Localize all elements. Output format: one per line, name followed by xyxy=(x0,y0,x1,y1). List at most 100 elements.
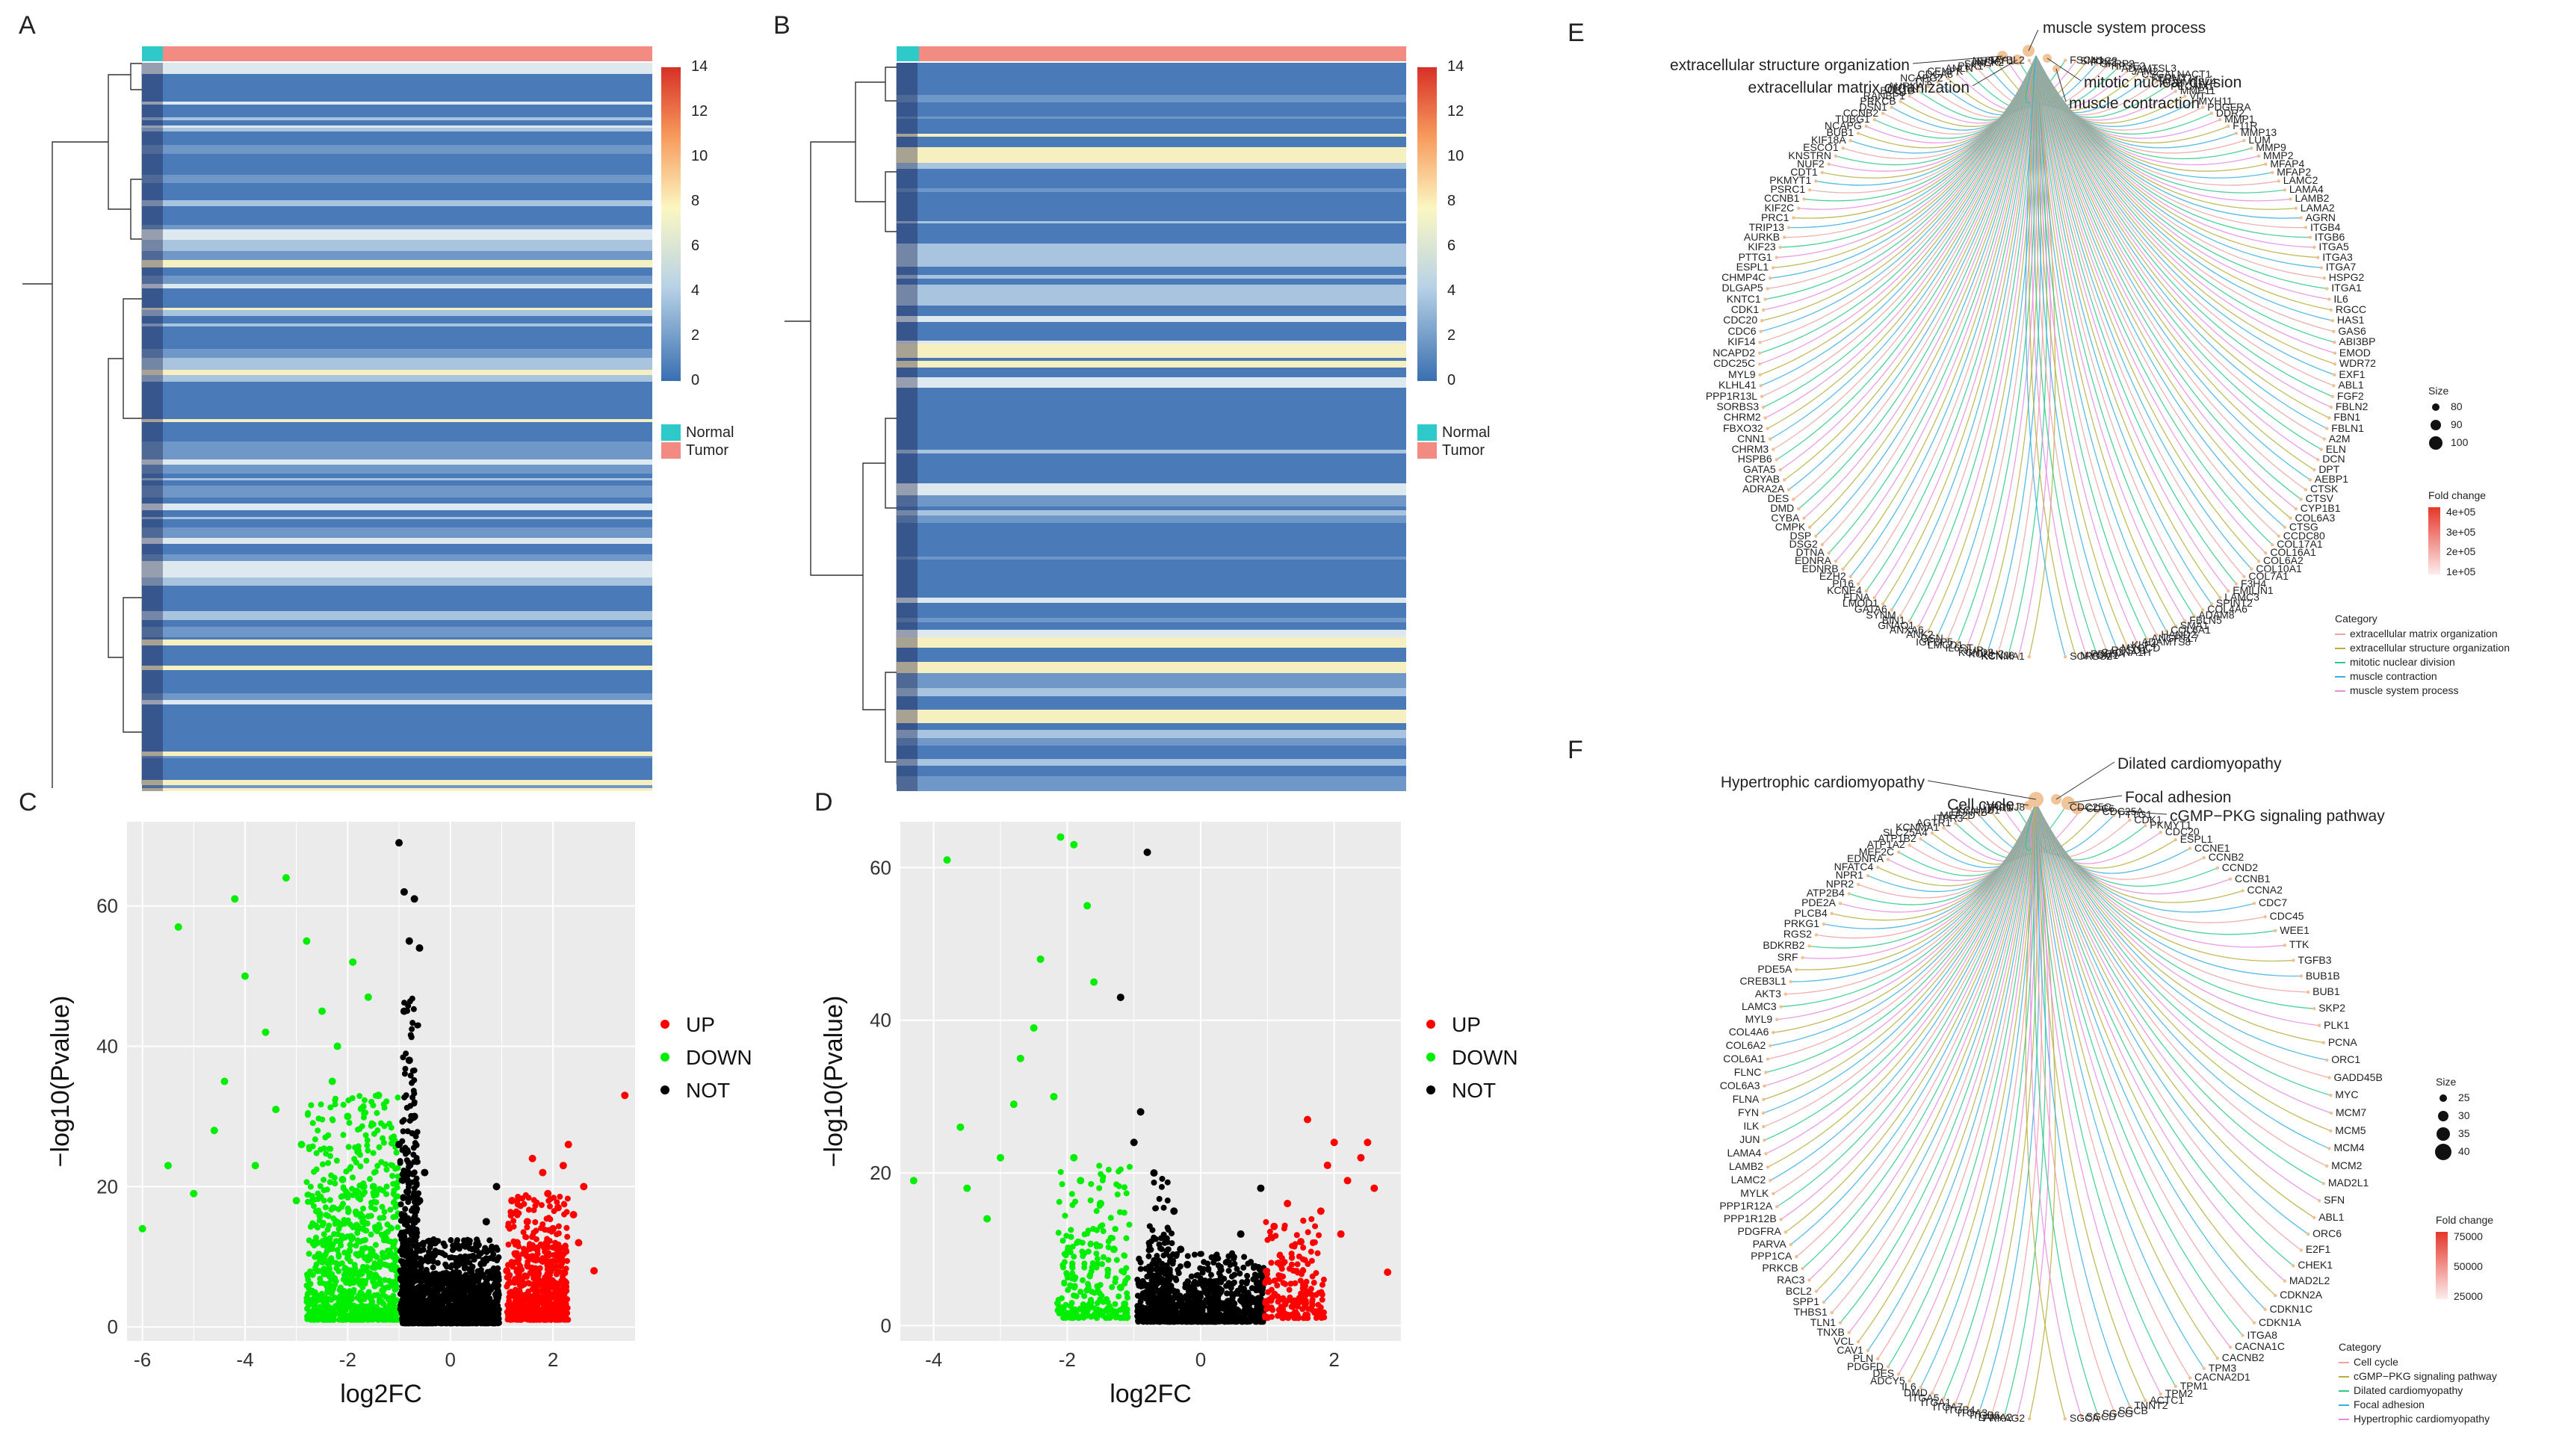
scatter-point-bg xyxy=(412,1286,418,1293)
scatter-point-bg xyxy=(563,1224,570,1231)
heat-band xyxy=(142,586,652,592)
scatter-point-bg xyxy=(424,1277,430,1283)
heat-band xyxy=(897,368,1406,377)
scatter-point-bg xyxy=(311,1168,318,1175)
scatter-point-bg xyxy=(341,1234,348,1241)
heat-band xyxy=(897,63,1406,68)
scatter-point-bg xyxy=(554,1231,560,1238)
scatter-point-bg xyxy=(1145,1253,1152,1260)
scatter-point-bg xyxy=(340,1101,347,1108)
scatter-point-bg xyxy=(327,1153,333,1159)
scatter-point-bg xyxy=(1071,1276,1078,1283)
scatter-point-bg xyxy=(1287,1280,1294,1287)
heat-band xyxy=(897,195,1406,198)
scatter-point-bg xyxy=(526,1307,533,1314)
scatter-point-not xyxy=(482,1218,490,1226)
scatter-point-bg xyxy=(533,1227,539,1234)
scatter-point-bg xyxy=(484,1281,491,1288)
scatter-point-bg xyxy=(412,1212,418,1219)
scatter-point-bg xyxy=(398,1299,405,1306)
scatter-point-bg xyxy=(1191,1298,1198,1304)
scatter-point-bg xyxy=(319,1260,326,1266)
scatter-point-bg xyxy=(361,1183,368,1190)
scatter-point-bg xyxy=(341,1300,347,1307)
scatter-point-bg xyxy=(395,1173,401,1180)
scatter-point-bg xyxy=(407,1310,414,1316)
scatter-point-bg xyxy=(344,1266,350,1272)
scatter-point-down xyxy=(354,1147,362,1156)
scatter-point-bg xyxy=(390,1214,397,1221)
scatter-point-bg xyxy=(1109,1284,1116,1291)
scatter-point-bg xyxy=(1216,1285,1223,1292)
scatter-point-bg xyxy=(392,1203,399,1210)
scatter-point-bg xyxy=(347,1221,353,1228)
scatter-point-bg xyxy=(397,1258,404,1265)
heat-band xyxy=(897,223,1406,226)
scatter-point-bg xyxy=(350,1192,356,1198)
heat-band xyxy=(897,210,1406,221)
legend-label-down: DOWN xyxy=(686,1046,752,1069)
x-axis-label: log2FC xyxy=(340,1380,422,1408)
heat-band xyxy=(142,780,652,785)
scatter-point-bg xyxy=(414,1262,421,1268)
scatter-point-bg xyxy=(404,1240,411,1247)
scatter-point-bg xyxy=(1300,1218,1307,1224)
heat-band xyxy=(897,716,1406,723)
heat-band xyxy=(897,267,1406,275)
scatter-point-bg xyxy=(512,1251,519,1258)
scatter-point-bg xyxy=(309,1120,316,1127)
scatter-point-bg xyxy=(381,1104,388,1111)
scatter-point-not xyxy=(395,839,403,847)
scatter-point-not xyxy=(395,1141,403,1149)
scatter-point-bg xyxy=(305,1198,312,1205)
scatter-point-bg xyxy=(312,1292,318,1298)
scatter-point-bg xyxy=(1316,1232,1322,1239)
scatter-point-bg xyxy=(370,1150,377,1156)
heat-band xyxy=(142,276,652,284)
scatter-point-bg xyxy=(1241,1286,1248,1292)
scatter-point-bg xyxy=(397,1218,404,1224)
scatter-point-bg xyxy=(321,1266,327,1272)
y-tick-label: 60 xyxy=(870,856,891,879)
scatter-point-bg xyxy=(368,1120,375,1127)
heat-band xyxy=(142,459,652,465)
scatter-point-bg xyxy=(340,1201,347,1207)
heat-band xyxy=(142,163,652,175)
scatter-point-bg xyxy=(457,1277,464,1283)
heat-band xyxy=(897,577,1406,586)
scatter-point-bg xyxy=(360,1311,367,1318)
scatter-point-bg xyxy=(362,1236,369,1243)
scatter-point-bg xyxy=(534,1244,541,1251)
scatter-point-bg xyxy=(1152,1281,1159,1288)
tumor-strip-b xyxy=(919,46,1406,61)
heat-band xyxy=(897,683,1406,688)
scatter-point-up xyxy=(554,1203,562,1212)
scatter-point-bg xyxy=(411,1169,418,1176)
scatter-point-down xyxy=(231,895,239,903)
colorbar-ticks-b: 14 12 10 8 6 4 2 0 xyxy=(1447,58,1477,388)
scatter-point-bg xyxy=(404,1128,411,1135)
scatter-point-bg xyxy=(1059,1181,1065,1188)
scatter-point-bg xyxy=(322,1204,329,1211)
legend-normal-swatch-a xyxy=(661,424,681,441)
scatter-point-bg xyxy=(409,1020,416,1026)
scatter-point-bg xyxy=(1088,1289,1095,1295)
heat-band xyxy=(897,453,1406,459)
scatter-point-bg xyxy=(528,1316,535,1323)
scatter-point-bg xyxy=(328,1255,335,1262)
x-tick-label: -6 xyxy=(134,1348,151,1371)
scatter-point-bg xyxy=(363,1303,370,1310)
scatter-point-bg xyxy=(510,1223,517,1230)
scatter-point-bg xyxy=(1088,1313,1095,1320)
scatter-point-bg xyxy=(1309,1298,1316,1305)
scatter-point-not xyxy=(457,1288,465,1296)
scatter-point-bg xyxy=(1156,1241,1163,1248)
x-tick-label: 0 xyxy=(445,1348,455,1371)
scatter-point-bg xyxy=(1234,1266,1240,1272)
scatter-point-bg xyxy=(319,1222,326,1229)
scatter-point-bg xyxy=(407,1195,414,1201)
heat-band xyxy=(142,93,652,102)
heat-band xyxy=(897,126,1406,134)
heat-band xyxy=(897,477,1406,483)
heat-band xyxy=(897,316,1406,322)
